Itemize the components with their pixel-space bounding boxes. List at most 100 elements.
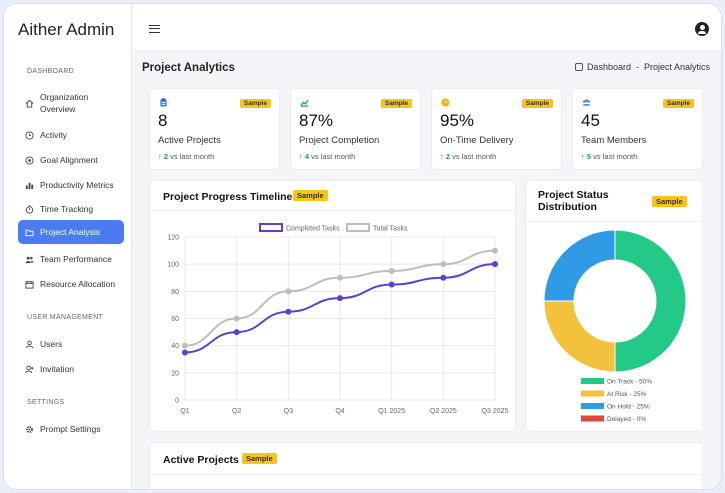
sidebar-item-time-tracking[interactable]: Time Tracking xyxy=(18,200,124,218)
legend-swatch xyxy=(581,390,604,397)
breadcrumb: Dashboard - Project Analytics xyxy=(574,62,710,72)
sample-badge: Sample xyxy=(239,99,271,108)
donut-slice xyxy=(543,229,616,302)
sidebar-item-invitation[interactable]: Invitation xyxy=(18,360,124,378)
timeline-title: Project Progress Timeline xyxy=(163,191,293,203)
progress-timeline-card: Project Progress Timeline Sample 0 20 40 60… xyxy=(149,180,516,432)
data-point xyxy=(285,308,292,315)
stat-change: ↑ 5 vs last month xyxy=(581,152,637,161)
y-tick-label: 100 xyxy=(167,262,179,269)
sidebar-item-productivity-metrics[interactable]: Productivity Metrics xyxy=(18,176,124,194)
sidebar-item-users[interactable]: Users xyxy=(18,335,124,353)
stat-label: Active Projects xyxy=(158,135,221,146)
gear-icon xyxy=(26,425,33,433)
active-projects-title: Active Projects xyxy=(163,454,239,466)
sidebar-section-settings: SETTINGS xyxy=(27,399,65,406)
stat-label: On-Time Delivery xyxy=(440,135,514,146)
data-point xyxy=(492,247,498,254)
x-tick-label: Q4 xyxy=(335,408,344,415)
sidebar-item-label: Invitation xyxy=(40,364,75,374)
y-tick-label: 80 xyxy=(171,289,179,296)
target-icon xyxy=(25,155,34,165)
clock-icon xyxy=(441,98,450,107)
menu-icon[interactable] xyxy=(149,25,160,33)
legend-swatch xyxy=(346,223,370,232)
stat-card-active-projects: Sample 8 Active Projects ↑ 2 vs last mon… xyxy=(149,88,280,170)
x-tick-label: Q3 xyxy=(284,408,293,415)
bar-chart-icon xyxy=(25,182,34,189)
stat-card-project-completion: Sample 87% Project Completion ↑ 4 vs las… xyxy=(290,88,421,170)
breadcrumb-dashboard[interactable]: Dashboard xyxy=(586,62,631,72)
sidebar-item-label: Organization Overview xyxy=(40,92,89,114)
data-point xyxy=(388,267,395,274)
sample-badge: Sample xyxy=(380,99,412,108)
x-tick-label: Q2 2025 xyxy=(430,408,457,415)
stat-label: Project Completion xyxy=(299,135,380,146)
legend-label: On Hold - 25% xyxy=(607,404,650,411)
donut-slice xyxy=(543,300,616,373)
sidebar-section-dashboard: DASHBOARD xyxy=(27,68,75,75)
legend-label: At Risk - 25% xyxy=(607,391,647,398)
home-icon xyxy=(25,99,34,108)
clipboard-icon xyxy=(160,98,167,107)
sidebar-item-resource-allocation[interactable]: Resource Allocation xyxy=(18,275,124,293)
sidebar-item-prompt-settings[interactable]: Prompt Settings xyxy=(18,420,124,438)
stat-change: ↑ 2 vs last month xyxy=(158,152,214,161)
legend-swatch xyxy=(581,378,604,384)
sidebar-item-team-performance[interactable]: Team Performance xyxy=(18,250,124,268)
team-icon xyxy=(582,99,591,106)
stat-change-value: 2 xyxy=(163,152,169,161)
breadcrumb-current: Project Analytics xyxy=(643,62,710,72)
sidebar-item-label: Activity xyxy=(40,130,67,140)
sidebar-item-label: Goal Alignment xyxy=(40,155,98,165)
distribution-title-line1: Project Status xyxy=(538,189,609,201)
x-tick-label: Q2 xyxy=(232,408,241,415)
sample-badge: Sample xyxy=(293,190,328,201)
app-title: Aither Admin xyxy=(18,20,115,39)
sidebar-item-label: Time Tracking xyxy=(40,204,94,214)
stat-card-on-time-delivery: Sample 95% On-Time Delivery ↑ 2 vs last … xyxy=(431,88,562,170)
distribution-title-line2: Distribution xyxy=(538,201,597,213)
sidebar-item-project-analysis[interactable]: Project Analysis xyxy=(18,220,124,244)
sidebar-section-user-management: USER MANAGEMENT xyxy=(27,314,104,321)
y-tick-label: 0 xyxy=(175,398,179,405)
sidebar-item-label: Users xyxy=(40,339,63,349)
stat-change-suffix: vs last month xyxy=(593,152,638,161)
breadcrumb-separator: - xyxy=(635,62,639,72)
sidebar-item-label: Team Performance xyxy=(40,254,112,264)
sample-badge: Sample xyxy=(662,99,694,108)
donut-chart: On Track - 50% At Risk - 25% On Hold - 25%… xyxy=(543,229,687,423)
trend-up-icon: ↑ xyxy=(581,152,585,161)
folder-icon xyxy=(25,229,34,236)
sidebar-item-label: Productivity Metrics xyxy=(40,180,114,190)
sidebar: Aither Admin DASHBOARD Organization Over… xyxy=(4,4,132,489)
data-point xyxy=(233,329,240,336)
account-icon[interactable] xyxy=(695,22,709,36)
sidebar-item-activity[interactable]: Activity xyxy=(18,126,124,144)
legend-label: On Track - 50% xyxy=(607,379,652,386)
legend-label: Delayed - 0% xyxy=(607,416,646,423)
clock-icon xyxy=(25,130,34,140)
donut-slice xyxy=(614,229,687,373)
legend-swatch xyxy=(581,403,604,409)
legend-label: Completed Tasks xyxy=(286,226,340,233)
page-title: Project Analytics xyxy=(142,62,235,74)
status-distribution-card: Project Status Distribution Sample On Tr… xyxy=(525,180,703,432)
sample-badge: Sample xyxy=(652,196,687,207)
sidebar-item-goal-alignment[interactable]: Goal Alignment xyxy=(18,151,124,169)
data-point xyxy=(440,261,447,268)
data-point xyxy=(388,281,395,288)
x-tick-label: Q3 2025 xyxy=(482,408,509,415)
stat-change-suffix: vs last month xyxy=(311,152,356,161)
legend-swatch xyxy=(259,223,283,232)
data-point xyxy=(337,295,343,302)
active-projects-card: Active Projects Sample xyxy=(149,442,703,489)
y-tick-label: 60 xyxy=(171,316,179,323)
line-chart: 0 20 40 60 80 100 120 Q1 Q2 Q3 Q4 Q1 2025 Q2 2025 Q3 … xyxy=(167,223,509,415)
sidebar-item-organization-overview[interactable]: Organization Overview xyxy=(18,89,124,117)
stat-change-value: 5 xyxy=(586,152,592,161)
distribution-title: Project Status Distribution xyxy=(538,189,609,213)
sidebar-item-label: Resource Allocation xyxy=(40,279,116,289)
timer-icon xyxy=(25,204,34,214)
users-icon xyxy=(25,256,34,263)
